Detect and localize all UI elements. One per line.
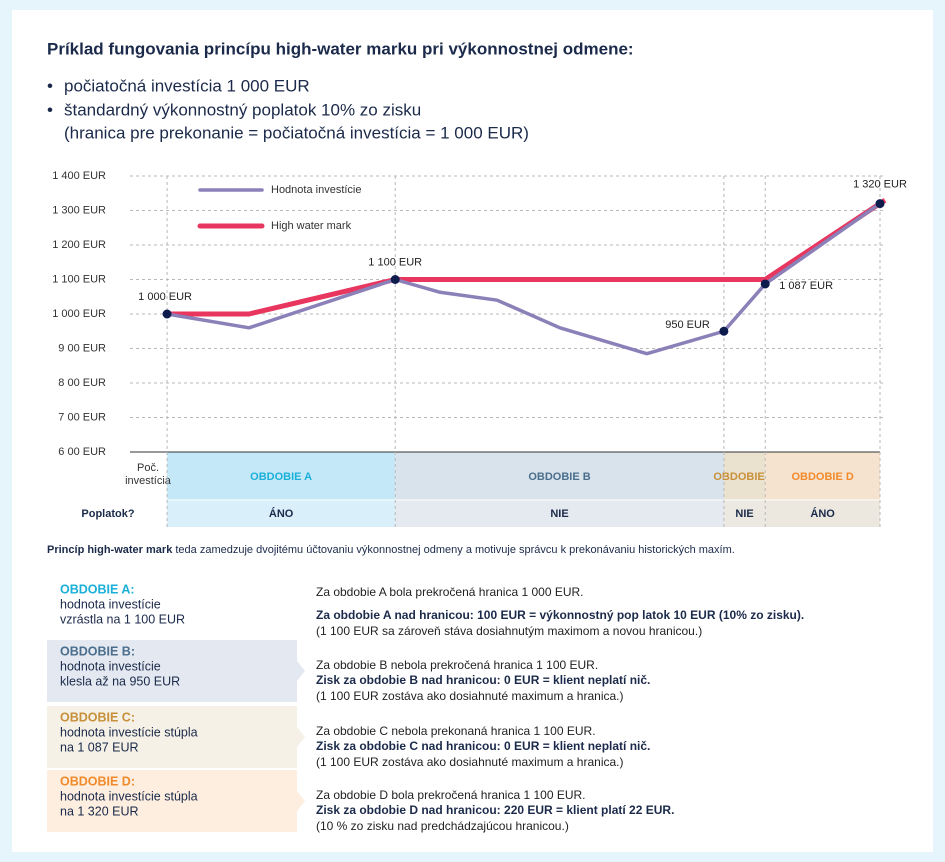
start-label-line: investícia xyxy=(125,475,172,487)
box-heading: OBDOBIE B: xyxy=(60,644,135,658)
box-heading: OBDOBIE A: xyxy=(60,582,135,596)
fee-band xyxy=(765,500,881,527)
period-band xyxy=(167,452,396,500)
explanation-box xyxy=(47,770,297,832)
value-label: 950 EUR xyxy=(665,319,710,331)
y-tick-label: 9 00 EUR xyxy=(58,342,106,354)
y-tick-label: 7 00 EUR xyxy=(58,411,106,423)
footer-bold: Princíp high-water mark xyxy=(47,544,173,556)
y-tick-label: 1 300 EUR xyxy=(52,204,106,216)
value-label: 1 320 EUR xyxy=(853,179,907,191)
box-line: na 1 087 EUR xyxy=(60,740,139,754)
fee-band xyxy=(723,500,766,527)
box-line: hodnota investície stúpla xyxy=(60,725,198,739)
note: Za obdobie B nebola prekročená hranica 1… xyxy=(316,658,598,672)
period-name: OBDOBIE D xyxy=(791,471,853,483)
fee-band xyxy=(167,500,396,527)
y-tick-label: 1 200 EUR xyxy=(52,239,106,251)
box-arrow xyxy=(297,727,305,747)
y-tick-label: 6 00 EUR xyxy=(58,446,106,458)
period-band xyxy=(723,452,766,500)
y-tick-label: 8 00 EUR xyxy=(58,377,106,389)
explanation-box xyxy=(47,706,297,768)
fee-value: NIE xyxy=(735,508,753,520)
bullet-note: (hranica pre prekonanie = počiatočná inv… xyxy=(64,123,529,142)
bullet-dot: • xyxy=(47,76,53,95)
start-label-line: Poč. xyxy=(137,462,159,474)
legend-label: High water mark xyxy=(271,220,352,232)
box-line: klesla až na 950 EUR xyxy=(60,674,180,688)
explanation-box xyxy=(47,640,297,702)
remark: (1 100 EUR sa zároveň stáva dosiahnutým … xyxy=(316,624,702,638)
note: Za obdobie C nebola prekonaná hranica 1 … xyxy=(316,724,596,738)
box-line: vzrástla na 1 100 EUR xyxy=(60,612,185,626)
point xyxy=(390,275,400,284)
box-heading: OBDOBIE C: xyxy=(60,710,135,724)
fee-band xyxy=(395,500,724,527)
value-label: 1 000 EUR xyxy=(138,291,192,303)
box-line: hodnota investície xyxy=(60,597,161,611)
bullet: počiatočná investícia 1 000 EUR xyxy=(64,76,310,95)
fee-value: ÁNO xyxy=(269,507,294,520)
result: Za obdobie A nad hranicou: 100 EUR = výk… xyxy=(316,608,804,622)
period-name: OBDOBIE B xyxy=(528,471,590,483)
footer: Princíp high-water mark teda zamedzuje d… xyxy=(47,544,735,556)
remark: (1 100 EUR zostáva ako dosiahnuté maximu… xyxy=(316,755,623,769)
value-label: 1 100 EUR xyxy=(368,256,422,268)
value-label: 1 087 EUR xyxy=(779,280,833,292)
bullet-dot: • xyxy=(47,100,53,119)
period-name: OBDOBIE A xyxy=(250,471,312,483)
note: Za obdobie A bola prekročená hranica 1 0… xyxy=(316,585,584,599)
box-line: hodnota investície xyxy=(60,659,161,673)
result: Zisk za obdobie D nad hranicou: 220 EUR … xyxy=(316,803,674,817)
point xyxy=(719,326,729,336)
box-line: hodnota investície stúpla xyxy=(60,789,198,803)
box-arrow xyxy=(297,791,305,811)
period-name: OBDOBIE C xyxy=(713,471,775,483)
footer-text: teda zamedzuje dvojitému účtovaniu výkon… xyxy=(172,544,735,556)
y-tick-label: 1 100 EUR xyxy=(52,273,106,285)
explanation-box xyxy=(47,578,297,640)
period-band xyxy=(395,452,724,500)
point xyxy=(760,279,770,289)
point xyxy=(162,309,172,319)
remark: (10 % zo zisku nad predchádzajúcou hrani… xyxy=(316,819,569,833)
remark: (1 100 EUR zostáva ako dosiahnuté maximu… xyxy=(316,689,623,703)
start-label: Poč. investícia xyxy=(125,462,172,487)
note: Za obdobie D bola prekročená hranica 1 1… xyxy=(316,788,586,802)
box-line: na 1 320 EUR xyxy=(60,804,139,818)
box-heading: OBDOBIE D: xyxy=(60,774,135,788)
legend-label: Hodnota investície xyxy=(271,184,362,196)
period-band xyxy=(765,452,881,500)
series-line xyxy=(166,202,882,356)
y-tick-label: 1 400 EUR xyxy=(52,170,106,182)
fee-label: Poplatok? xyxy=(81,508,134,520)
fee-value: NIE xyxy=(550,508,568,520)
bullet: štandardný výkonnostný poplatok 10% zo z… xyxy=(64,100,421,119)
box-arrow xyxy=(297,661,305,681)
result: Zisk za obdobie C nad hranicou: 0 EUR = … xyxy=(316,739,650,753)
title: Príklad fungovania princípu high-water m… xyxy=(47,39,634,58)
result: Zisk za obdobie B nad hranicou: 0 EUR = … xyxy=(316,673,650,687)
point xyxy=(875,199,885,209)
fee-value: ÁNO xyxy=(810,507,835,520)
y-tick-label: 1 000 EUR xyxy=(52,308,106,320)
